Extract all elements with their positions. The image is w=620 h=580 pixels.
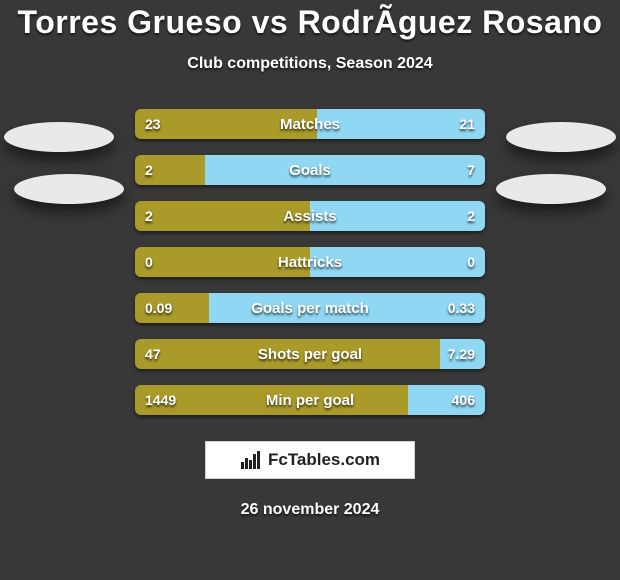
stat-bar-left — [135, 201, 310, 231]
stat-row: Goals27 — [135, 155, 485, 185]
player2-badge-top — [506, 122, 616, 152]
stat-row: Goals per match0.090.33 — [135, 293, 485, 323]
stat-bar-right — [310, 201, 485, 231]
stat-row: Shots per goal477.29 — [135, 339, 485, 369]
player2-badge-bottom — [496, 174, 606, 204]
page-title: Torres Grueso vs RodrÃ­guez Rosano — [0, 0, 620, 41]
page-subtitle: Club competitions, Season 2024 — [0, 55, 620, 73]
stat-bar-right — [317, 109, 485, 139]
stat-row: Min per goal1449406 — [135, 385, 485, 415]
stat-bar-left — [135, 247, 310, 277]
stat-row: Assists22 — [135, 201, 485, 231]
stat-bar-right — [209, 293, 486, 323]
brand-bars-icon — [240, 450, 262, 470]
player1-badge-top — [4, 122, 114, 152]
stat-row: Hattricks00 — [135, 247, 485, 277]
stat-bar-left — [135, 339, 440, 369]
stat-bar-left — [135, 109, 317, 139]
stat-bar-left — [135, 293, 209, 323]
brand-box[interactable]: FcTables.com — [205, 441, 415, 479]
stat-bar-left — [135, 155, 205, 185]
stat-bar-right — [310, 247, 485, 277]
stat-bar-right — [408, 385, 485, 415]
stat-bar-right — [205, 155, 485, 185]
stat-row: Matches2321 — [135, 109, 485, 139]
brand-label: FcTables.com — [268, 450, 380, 470]
stats-container: Matches2321 Goals27 Assists22 Hattricks00 Go… — [0, 109, 620, 415]
footer-date: 26 november 2024 — [0, 501, 620, 519]
player1-badge-bottom — [14, 174, 124, 204]
stat-bar-right — [440, 339, 486, 369]
stat-bar-left — [135, 385, 408, 415]
